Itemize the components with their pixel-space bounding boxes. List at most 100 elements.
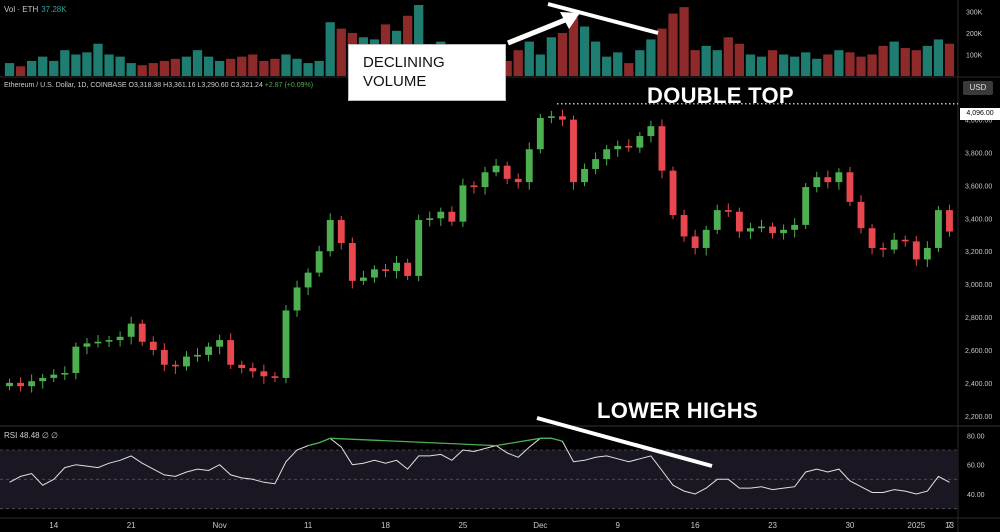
candle-body	[28, 381, 36, 387]
candle-body	[570, 119, 577, 183]
price-axis-label: 2,200.00	[965, 414, 992, 421]
candle-body	[94, 341, 102, 344]
candle-body	[835, 172, 843, 183]
candle-body	[105, 340, 113, 342]
candle-body	[625, 145, 633, 148]
candle-body	[415, 219, 423, 276]
candle-body	[890, 239, 898, 250]
volume-bar	[126, 63, 136, 76]
volume-bar	[767, 50, 778, 76]
volume-bar	[82, 52, 92, 76]
price-marker-label: 4,096.00	[960, 108, 1000, 120]
candle-body	[160, 349, 168, 365]
candle-body	[404, 262, 412, 276]
volume-bar	[181, 56, 192, 76]
candle-body	[658, 126, 666, 171]
candle-body	[393, 262, 400, 271]
volume-bar	[646, 39, 656, 76]
volume-bar	[823, 54, 833, 76]
volume-bar	[60, 50, 70, 76]
rsi-axis-label: 40.00	[967, 492, 985, 499]
candle-body	[348, 243, 356, 281]
candle-body	[503, 165, 511, 179]
volume-bar	[557, 32, 568, 76]
volume-bar	[314, 60, 324, 76]
candle-body	[813, 177, 821, 188]
candle-body	[50, 374, 58, 378]
volume-bar	[590, 41, 601, 76]
date-axis-label: 7	[947, 521, 952, 530]
volume-bar	[248, 54, 258, 76]
candle-body	[614, 145, 622, 150]
price-axis-label: 3,000.00	[965, 282, 992, 289]
volume-bar	[524, 41, 534, 76]
candle-body	[315, 251, 323, 273]
rsi-legend: RSI 48.48 ∅ ∅	[4, 431, 58, 440]
volume-bar	[15, 66, 26, 76]
date-axis-label: 11	[304, 521, 313, 530]
candle-body	[791, 224, 799, 230]
volume-bar	[203, 56, 214, 76]
volume-bar	[845, 52, 855, 76]
candle-body	[282, 310, 290, 378]
candle-body	[934, 210, 942, 248]
volume-bar	[657, 28, 667, 77]
volume-bar	[867, 54, 877, 76]
candle-body	[448, 211, 456, 222]
volume-bar	[546, 37, 557, 76]
volume-bar	[414, 5, 424, 76]
date-axis-label: 18	[381, 521, 390, 530]
rsi-overbought-segment	[307, 437, 563, 447]
lower-highs-label: LOWER HIGHS	[597, 398, 758, 423]
price-axis-label: 3,200.00	[965, 249, 992, 256]
rsi-value: 48.48	[19, 431, 40, 440]
volume-bar	[944, 43, 955, 76]
volume-bar	[292, 58, 302, 76]
price-axis-label: 4,000.00	[965, 118, 992, 125]
rsi-settings-icons[interactable]: ∅ ∅	[41, 431, 59, 440]
volume-bar	[192, 50, 203, 76]
candle-body	[758, 226, 765, 229]
price-axis-label: 2,400.00	[965, 381, 992, 388]
volume-bar	[27, 60, 37, 76]
candle-body	[382, 269, 389, 271]
volume-bar	[613, 52, 623, 76]
ohlc-open: O3,318.38	[128, 82, 162, 89]
volume-bar	[734, 43, 745, 76]
volume-bar	[900, 48, 910, 76]
date-axis-label: 14	[49, 521, 58, 530]
candle-body	[846, 172, 854, 202]
volume-bar	[922, 45, 932, 76]
candle-body	[702, 229, 710, 248]
volume-bar	[756, 56, 767, 76]
volume-bar	[71, 54, 81, 76]
volume-bar	[834, 50, 844, 76]
candle-body	[735, 211, 743, 232]
volume-bar	[137, 65, 147, 76]
declining-volume-arrow-head	[560, 12, 580, 29]
price-axis-label: 3,400.00	[965, 216, 992, 223]
candle-body	[127, 323, 135, 337]
volume-bar	[259, 60, 269, 76]
volume-bar	[856, 56, 866, 76]
rsi-axis-label: 60.00	[967, 463, 985, 470]
volume-legend: Vol · ETH 37.28K	[4, 5, 67, 14]
volume-bar	[281, 54, 291, 76]
candle-body	[359, 277, 367, 281]
ohlc-change: +2.87 (+0.09%)	[264, 82, 314, 89]
volume-bar	[502, 60, 512, 76]
ohlc-low: L3,290.60	[197, 82, 229, 89]
declining-volume-trend-line	[547, 2, 659, 35]
rsi-band-background	[0, 450, 958, 509]
rsi-line	[9, 437, 950, 495]
candle-body	[171, 364, 179, 367]
candle-body	[293, 287, 301, 311]
currency-badge[interactable]: USD	[963, 81, 993, 95]
callout-line-1: DECLINING	[363, 54, 445, 71]
candle-body	[83, 343, 91, 347]
volume-legend-label: Vol · ETH	[4, 5, 39, 14]
candle-body	[17, 382, 25, 387]
date-axis-label: 30	[845, 521, 854, 530]
date-axis-label: 13	[945, 521, 954, 530]
